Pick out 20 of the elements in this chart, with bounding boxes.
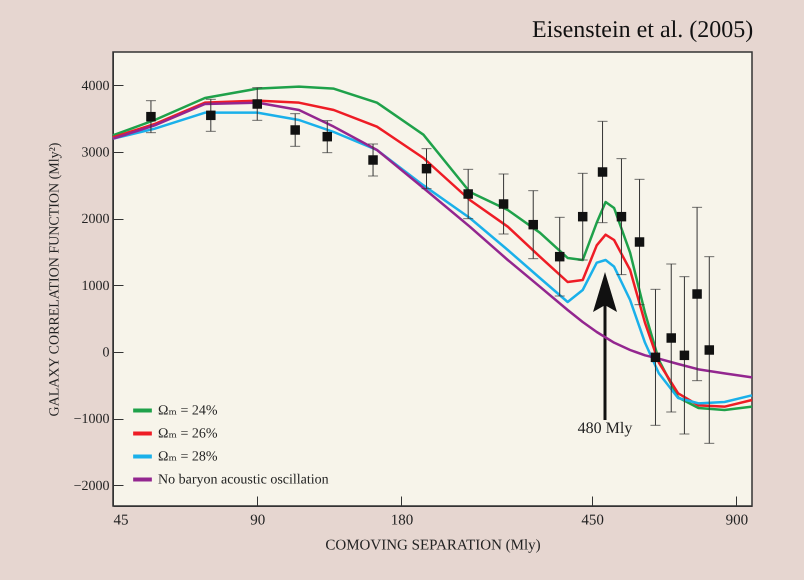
x-tick-label: 45 bbox=[114, 512, 128, 528]
x-tick-label: 180 bbox=[390, 512, 414, 528]
x-tick-label: 90 bbox=[250, 512, 266, 528]
x-axis-title: COMOVING SEPARATION (Mly) bbox=[325, 538, 541, 554]
legend-label: Ωₘ = 26% bbox=[158, 426, 218, 442]
y-tick-label: 4000 bbox=[82, 78, 110, 94]
y-tick-label: 3000 bbox=[82, 146, 110, 160]
legend-label: Ωₘ = 28% bbox=[158, 450, 218, 464]
chart-title: Eisenstein et al. (2005) bbox=[532, 17, 754, 43]
y-tick-label: 2000 bbox=[82, 212, 110, 228]
y-tick-label: 1000 bbox=[82, 278, 110, 294]
annotation: 480 Mly bbox=[576, 420, 634, 438]
y-tick-label: 0 bbox=[102, 346, 110, 360]
x-tick-label: 450 bbox=[581, 512, 604, 528]
x-tick-label: 900 bbox=[726, 512, 748, 528]
legend-label: Ωₘ = 24% bbox=[158, 404, 218, 418]
y-tick-label: −1000 bbox=[74, 412, 110, 428]
legend-label: No baryon acoustic oscillation bbox=[158, 472, 329, 488]
y-axis-title: GALAXY CORRELATION FUNCTION (Mly²) bbox=[48, 142, 63, 416]
y-tick-label: −2000 bbox=[74, 478, 110, 494]
